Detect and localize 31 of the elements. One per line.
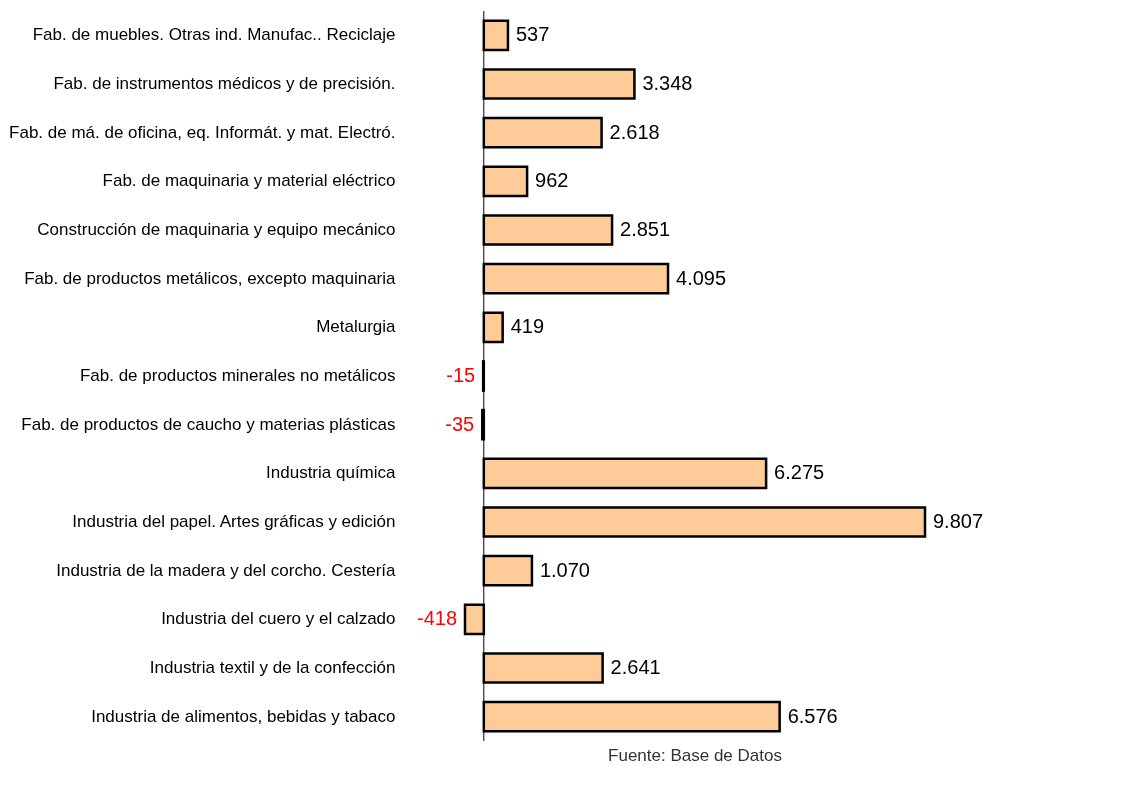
y-tick-label: Fab. de productos de caucho y materias plásticas: [21, 414, 396, 434]
y-tick-label: Industria química: [266, 463, 397, 483]
source-note: Fuente: Base de Datos: [608, 745, 782, 765]
y-tick-label: Fab. de maquinaria y material eléctrico: [102, 171, 396, 191]
y-tick-label: Metalurgia: [316, 317, 397, 337]
data-label: 6.576: [787, 704, 838, 727]
y-tick-label: Fab. de instrumentos médicos y de precisión.: [53, 74, 396, 93]
data-label: 6.275: [774, 461, 825, 484]
y-tick-label: Fab. de muebles. Otras ind. Manufac.. Reciclaje: [32, 25, 396, 45]
y-tick-label: Industria de la madera y del corcho. Cestería: [56, 560, 397, 580]
data-label: -15: [446, 364, 476, 386]
data-label: 537: [515, 23, 550, 46]
y-tick-label: Fab. de má. de oficina, eq. Informát. y mat. Electró.: [9, 122, 396, 142]
data-label: 419: [510, 315, 545, 338]
y-tick-label: Construcción de maquinaria y equipo mecánico: [37, 220, 396, 239]
data-label: 2.618: [609, 120, 660, 143]
data-label: 962: [535, 169, 569, 192]
y-tick-label: Industria textil y de la confección: [149, 658, 396, 677]
data-label: 3.348: [642, 72, 693, 94]
data-label: 9.807: [933, 510, 984, 532]
y-tick-label: Fab. de productos minerales no metálicos: [79, 366, 396, 385]
y-tick-label: Industria del cuero y el calzado: [161, 609, 396, 629]
data-label: 4.095: [676, 266, 727, 289]
data-label: 2.641: [610, 656, 661, 678]
data-label: -418: [416, 607, 457, 630]
y-tick-label: Fab. de productos metálicos, excepto maquinaria: [24, 268, 397, 288]
data-label: 2.851: [620, 218, 671, 240]
y-tick-label: Industria de alimentos, bebidas y tabaco: [91, 706, 396, 726]
data-label: -35: [445, 412, 475, 435]
data-label: 1.070: [539, 558, 590, 581]
y-tick-label: Industria del papel. Artes gráficas y edición: [72, 512, 396, 531]
